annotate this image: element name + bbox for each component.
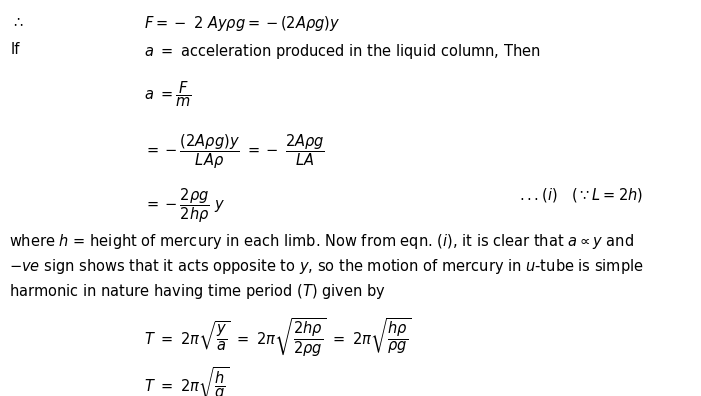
Text: $a\ = \dfrac{F}{m}$: $a\ = \dfrac{F}{m}$: [144, 79, 191, 109]
Text: $T\ =\ 2\pi\sqrt{\dfrac{y}{a}}\ =\ 2\pi\sqrt{\dfrac{2h\rho}{2\rho g}}\ =\ 2\pi\s: $T\ =\ 2\pi\sqrt{\dfrac{y}{a}}\ =\ 2\pi\…: [144, 317, 411, 359]
Text: $T\ =\ 2\pi\sqrt{\dfrac{h}{g}}$: $T\ =\ 2\pi\sqrt{\dfrac{h}{g}}$: [144, 366, 229, 396]
Text: where $h$ = height of mercury in each limb. Now from eqn. $(i)$, it is clear tha: where $h$ = height of mercury in each li…: [9, 232, 634, 251]
Text: $= -\dfrac{(2A\rho g)y}{LA\rho}\ = -\ \dfrac{2A\rho g}{LA}$: $= -\dfrac{(2A\rho g)y}{LA\rho}\ = -\ \d…: [144, 133, 325, 171]
Text: $\therefore$: $\therefore$: [11, 14, 24, 29]
Text: ,: ,: [365, 388, 369, 396]
Text: $F = -\ 2\ Ay\rho g = -(2A\rho g)y$: $F = -\ 2\ Ay\rho g = -(2A\rho g)y$: [144, 14, 340, 33]
Text: harmonic in nature having time period $(T)$ given by: harmonic in nature having time period $(…: [9, 282, 386, 301]
Text: $= -\dfrac{2\rho g}{2h\rho}\ y$: $= -\dfrac{2\rho g}{2h\rho}\ y$: [144, 186, 225, 225]
Text: $...(i)\quad (\because L = 2h)$: $...(i)\quad (\because L = 2h)$: [519, 186, 643, 204]
Text: If: If: [11, 42, 20, 57]
Text: $a\ =$ acceleration produced in the liquid column, Then: $a\ =$ acceleration produced in the liqu…: [144, 42, 540, 61]
Text: $-ve$ sign shows that it acts opposite to $y$, so the motion of mercury in $u$-t: $-ve$ sign shows that it acts opposite t…: [9, 257, 644, 276]
